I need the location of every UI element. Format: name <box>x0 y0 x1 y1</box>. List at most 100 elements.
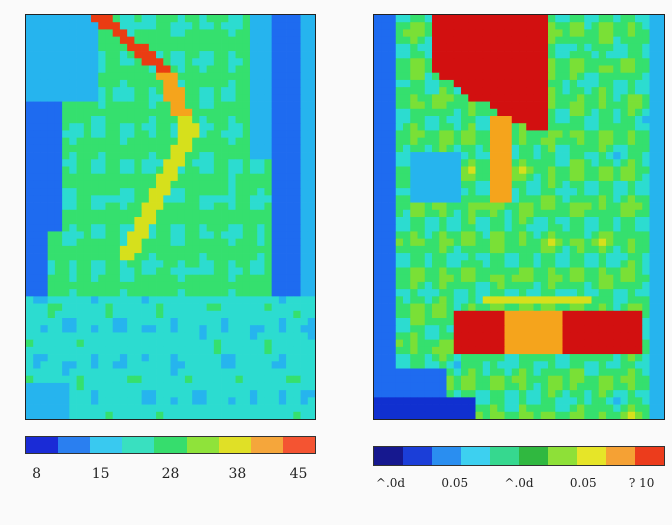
heatmap-right-cell <box>381 361 389 369</box>
heatmap-left-cell <box>26 217 34 225</box>
heatmap-left-cell <box>206 253 215 261</box>
heatmap-left-cell <box>249 390 258 398</box>
heatmap-right-cell <box>562 296 571 304</box>
heatmap-left-cell <box>112 217 121 225</box>
heatmap-left-cell <box>62 101 70 110</box>
heatmap-left-cell <box>83 79 92 88</box>
heatmap-right-cell <box>584 339 592 348</box>
heatmap-right-cell <box>432 238 440 247</box>
heatmap-left-cell <box>286 274 294 283</box>
heatmap-left-cell <box>242 296 251 304</box>
heatmap-left-cell <box>91 180 99 189</box>
heatmap-right-cell <box>555 173 563 182</box>
heatmap-right-cell <box>446 332 455 341</box>
heatmap-left-cell <box>163 152 171 160</box>
heatmap-right-cell <box>511 390 520 398</box>
heatmap-right-cell <box>453 144 462 153</box>
heatmap-left-cell <box>127 339 135 348</box>
heatmap-right-cell <box>656 397 664 405</box>
heatmap-left-cell <box>264 79 273 88</box>
heatmap-left-cell <box>235 180 244 189</box>
heatmap-left-cell <box>257 173 265 182</box>
heatmap-right-cell <box>555 58 563 66</box>
heatmap-left-cell <box>300 159 309 167</box>
heatmap-right-cell <box>598 260 607 268</box>
heatmap-left-cell <box>134 130 142 139</box>
heatmap-right-cell <box>468 267 476 276</box>
heatmap-left-cell <box>105 346 114 355</box>
heatmap-right-cell <box>490 260 498 268</box>
heatmap-left-cell <box>242 390 251 398</box>
heatmap-right-cell <box>482 22 491 30</box>
heatmap-left <box>25 14 316 420</box>
heatmap-right-cell <box>439 397 447 405</box>
heatmap-right-cell <box>635 375 643 384</box>
heatmap-left-cell <box>242 43 251 52</box>
heatmap-right-cell <box>562 180 571 189</box>
heatmap-left-cell <box>271 361 280 369</box>
heatmap-right-cell <box>548 368 556 377</box>
heatmap-right-cell <box>374 130 382 139</box>
heatmap-left-cell <box>199 354 207 362</box>
heatmap-right-cell <box>403 390 411 398</box>
heatmap-right-cell <box>490 65 498 74</box>
heatmap-right-cell <box>417 180 426 189</box>
heatmap-left-cell <box>69 209 77 218</box>
heatmap-left-cell <box>278 346 287 355</box>
heatmap-left-cell <box>307 116 315 124</box>
heatmap-right-cell <box>388 382 397 391</box>
heatmap-right-cell <box>439 318 447 326</box>
heatmap-right-cell <box>598 137 607 146</box>
heatmap-left-cell <box>307 209 315 218</box>
heatmap-right-cell <box>424 310 433 319</box>
heatmap-right-cell <box>656 310 664 319</box>
heatmap-right-cell <box>540 72 549 81</box>
heatmap-right-cell <box>504 404 513 413</box>
heatmap-left-cell <box>40 260 49 268</box>
heatmap-left-cell <box>286 390 294 398</box>
heatmap-left-cell <box>47 15 56 23</box>
heatmap-right-cell <box>606 195 614 203</box>
heatmap-right-cell <box>497 209 505 218</box>
heatmap-left-cell <box>170 209 179 218</box>
heatmap-right-cell <box>453 382 462 391</box>
heatmap-left-cell <box>163 209 171 218</box>
heatmap-left-cell <box>257 281 265 290</box>
heatmap-left-cell <box>148 390 157 398</box>
heatmap-left-cell <box>278 289 287 297</box>
heatmap-right-cell <box>598 217 607 225</box>
heatmap-right-cell <box>446 375 455 384</box>
heatmap-right-cell <box>475 253 484 261</box>
heatmap-right-cell <box>649 289 658 297</box>
heatmap-right-cell <box>468 130 476 139</box>
heatmap-right-cell <box>424 325 433 333</box>
heatmap-right-cell <box>606 245 614 254</box>
heatmap-left-cell <box>156 202 164 211</box>
heatmap-right-cell <box>439 303 447 312</box>
heatmap-left-cell <box>62 296 70 304</box>
heatmap-right-cell <box>475 224 484 232</box>
heatmap-left-cell <box>242 152 251 160</box>
heatmap-right-cell <box>548 72 556 81</box>
heatmap-right-cell <box>569 361 578 369</box>
heatmap-left-cell <box>235 195 244 203</box>
heatmap-right-cell <box>446 325 455 333</box>
heatmap-left-cell <box>199 144 207 153</box>
heatmap-right-cell <box>598 152 607 160</box>
heatmap-left-cell <box>91 296 99 304</box>
colorbar-right-ticks: ^.0d 0.05 ^.0d 0.05 ? 10 <box>373 476 665 496</box>
heatmap-left-cell <box>249 260 258 268</box>
heatmap-left-cell <box>127 397 135 405</box>
heatmap-left-cell <box>76 51 85 59</box>
heatmap-left-cell <box>278 166 287 175</box>
heatmap-right-cell <box>569 245 578 254</box>
heatmap-right-cell <box>649 51 658 59</box>
heatmap-right-cell <box>642 65 650 74</box>
heatmap-left-cell <box>76 318 85 326</box>
heatmap-left-cell <box>33 231 41 240</box>
heatmap-right-cell <box>526 224 534 232</box>
heatmap-left-cell <box>119 339 128 348</box>
heatmap-right-cell <box>424 159 433 167</box>
heatmap-left-cell <box>47 152 56 160</box>
heatmap-right-cell <box>504 310 513 319</box>
